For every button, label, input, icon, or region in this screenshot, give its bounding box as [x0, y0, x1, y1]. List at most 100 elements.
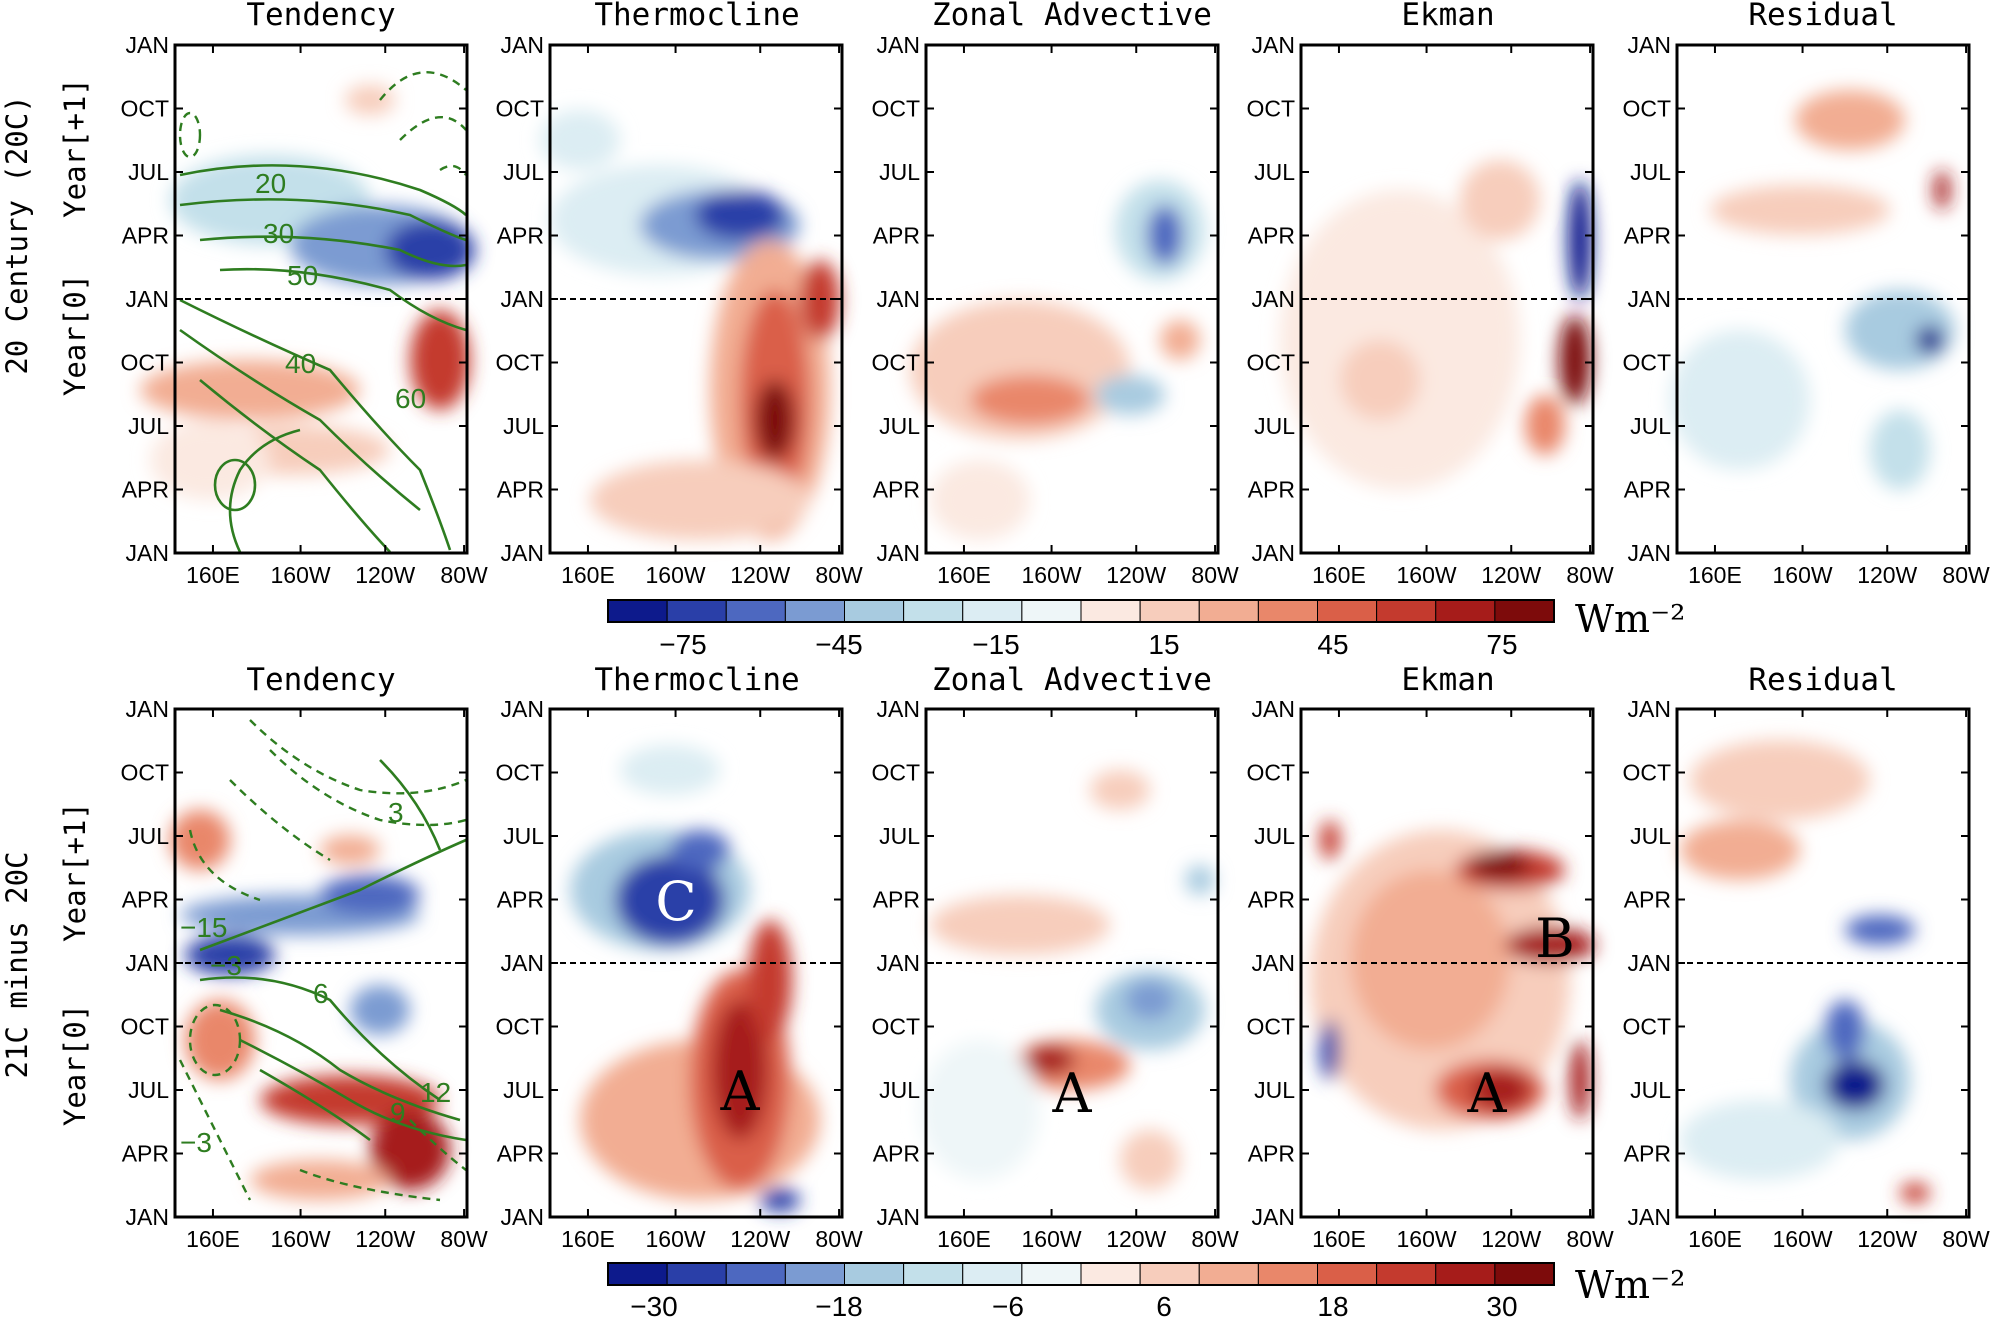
colorbar-swatch [1376, 1262, 1437, 1286]
panel-ekman-diff: B A [1310, 820, 1595, 1130]
y-tick-label: JUL [1254, 159, 1295, 185]
colorbar-swatch [844, 599, 905, 623]
x-tick-label: 160E [937, 562, 991, 588]
colorbar-20c [607, 599, 1555, 623]
y-tick-label: APR [1248, 477, 1295, 503]
contour-label: 9 [390, 1097, 406, 1128]
x-tick-label: 80W [1942, 1226, 1990, 1252]
colorbar-label: 6 [1156, 1291, 1172, 1318]
x-tick-label: 120W [1857, 1226, 1917, 1252]
x-tick-label: 120W [355, 1226, 415, 1252]
y-tick-label: JAN [1628, 540, 1671, 566]
y-tick-label: APR [1248, 1141, 1295, 1167]
panel-zonal-advective-20c [910, 180, 1205, 540]
y-tick-label: JAN [1628, 286, 1671, 312]
colorbar-label: −6 [992, 1291, 1024, 1318]
x-tick-label: 160E [561, 1226, 615, 1252]
y-tick-label: JUL [128, 159, 169, 185]
y-tick-label: APR [122, 223, 169, 249]
y-tick-label: JUL [879, 159, 920, 185]
y-tick-label: JUL [128, 823, 169, 849]
y-tick-label: JUL [1630, 823, 1671, 849]
x-tick-label: 160E [186, 1226, 240, 1252]
y-tick-label: JAN [126, 286, 169, 312]
annotation-a: A [1467, 1062, 1508, 1125]
row-21c-minus-20c: Tendency Thermocline Zonal Advective Ekm… [0, 662, 1990, 1318]
y-tick-label: OCT [1622, 96, 1671, 122]
axis-ticks-row2: JAN OCT JUL APR JAN OCT JUL APR JAN 160E 160W 120W 8… [120, 696, 1990, 1252]
y-tick-label: APR [497, 477, 544, 503]
y-tick-label: JUL [1630, 413, 1671, 439]
y-tick-label: JUL [879, 823, 920, 849]
panel-title-ekman: Ekman [1401, 662, 1494, 698]
colorbar-swatch [1198, 599, 1259, 623]
y-tick-label: JAN [1252, 540, 1295, 566]
row-label-21c-minus-20c: 21C minus 20C [0, 852, 34, 1079]
colorbar-swatch [1021, 599, 1082, 623]
y-tick-label: JAN [1252, 32, 1295, 58]
panel-title-thermocline: Thermocline [594, 662, 799, 698]
y-tick-label: APR [873, 477, 920, 503]
colorbar-swatch [962, 599, 1023, 623]
contour-label: 3 [388, 797, 404, 828]
y-tick-label: APR [873, 887, 920, 913]
x-tick-label: 80W [1566, 1226, 1614, 1252]
y-tick-label: OCT [1246, 760, 1295, 786]
y-tick-label: OCT [1622, 350, 1671, 376]
panel-title-zonal-advective: Zonal Advective [932, 662, 1212, 698]
x-tick-label: 120W [355, 562, 415, 588]
y-tick-label: JAN [501, 32, 544, 58]
y-tick-label: OCT [871, 350, 920, 376]
colorbar-swatch [1494, 599, 1555, 623]
contour-label: −3 [210, 950, 242, 981]
panel-thermocline-20c [540, 110, 840, 540]
colorbar-label: −15 [972, 629, 1020, 660]
panel-title-ekman: Ekman [1401, 0, 1494, 33]
year-label-0: Year[0] [58, 274, 92, 396]
annotation-a: A [1052, 1062, 1093, 1125]
y-tick-label: JUL [503, 823, 544, 849]
colorbar-swatch [607, 599, 668, 623]
contour-label: 40 [285, 348, 316, 379]
x-tick-label: 80W [440, 562, 488, 588]
y-tick-label: JAN [877, 32, 920, 58]
colorbar-swatch [1080, 599, 1141, 623]
y-tick-label: OCT [871, 96, 920, 122]
colorbar-label: −75 [659, 629, 707, 660]
y-tick-label: OCT [1622, 760, 1671, 786]
y-tick-label: APR [497, 223, 544, 249]
colorbar-swatch [844, 1262, 905, 1286]
y-tick-label: OCT [120, 1014, 169, 1040]
y-tick-label: JAN [501, 696, 544, 722]
x-tick-label: 160E [561, 562, 615, 588]
y-tick-label: APR [122, 887, 169, 913]
y-tick-label: JAN [1252, 286, 1295, 312]
y-tick-label: JAN [1628, 696, 1671, 722]
x-tick-label: 120W [1106, 1226, 1166, 1252]
y-tick-label: APR [1248, 223, 1295, 249]
y-tick-label: OCT [1246, 96, 1295, 122]
y-tick-label: JAN [1628, 32, 1671, 58]
row-label-20c: 20 Century (20C) [0, 95, 34, 374]
x-tick-label: 120W [1106, 562, 1166, 588]
y-tick-label: JUL [1254, 413, 1295, 439]
x-tick-label: 80W [1942, 562, 1990, 588]
x-tick-label: 160E [186, 562, 240, 588]
y-tick-label: JAN [877, 540, 920, 566]
x-tick-label: 160E [1688, 1226, 1742, 1252]
x-tick-label: 120W [730, 562, 790, 588]
y-tick-label: JAN [877, 950, 920, 976]
y-tick-label: JAN [126, 1204, 169, 1230]
colorbar-swatch [607, 1262, 668, 1286]
y-tick-label: JAN [1628, 950, 1671, 976]
y-tick-label: JAN [1252, 950, 1295, 976]
y-tick-label: JAN [126, 540, 169, 566]
x-tick-label: 160W [1022, 562, 1082, 588]
contour-label: 12 [420, 1077, 451, 1108]
y-tick-label: JUL [128, 1077, 169, 1103]
y-tick-label: OCT [120, 350, 169, 376]
x-tick-label: 120W [730, 1226, 790, 1252]
colorbar-unit: Wm⁻² [1575, 1263, 1685, 1307]
panel-title-tendency: Tendency [246, 662, 395, 698]
contour-label: −3 [180, 1127, 212, 1158]
